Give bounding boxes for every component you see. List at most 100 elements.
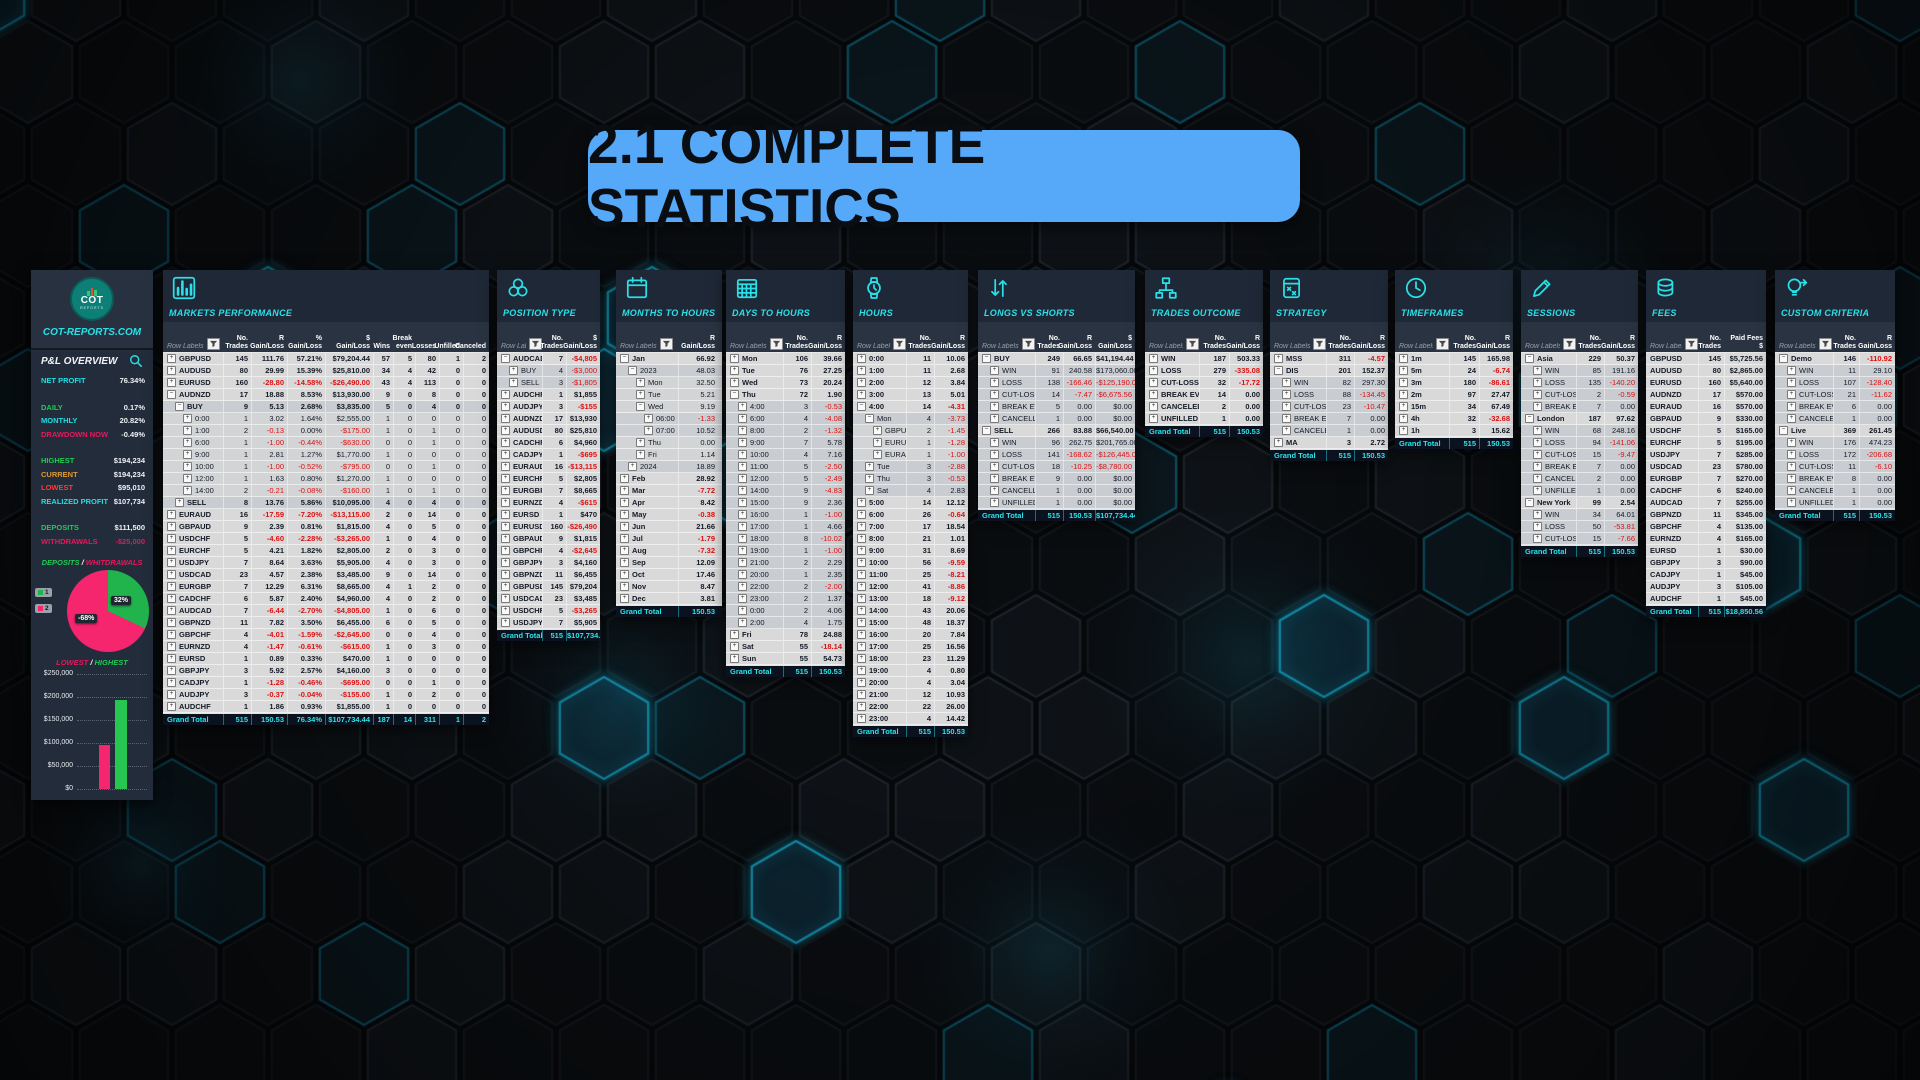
expand-toggle[interactable]: + bbox=[730, 366, 739, 375]
expand-toggle[interactable]: + bbox=[738, 606, 747, 615]
row-label[interactable]: + Tue bbox=[616, 389, 678, 400]
expand-toggle[interactable]: + bbox=[167, 534, 176, 543]
expand-toggle[interactable]: + bbox=[1282, 390, 1291, 399]
row-label[interactable]: +21:00 bbox=[853, 689, 906, 700]
row-label[interactable]: + Aug bbox=[616, 545, 678, 556]
row-label[interactable]: +07:00 bbox=[616, 425, 678, 436]
expand-toggle[interactable]: + bbox=[501, 498, 510, 507]
expand-toggle[interactable]: + bbox=[167, 690, 176, 699]
row-label[interactable]: +CUT-LOSS bbox=[1775, 461, 1833, 472]
expand-toggle[interactable]: + bbox=[738, 414, 747, 423]
expand-toggle[interactable]: + bbox=[1274, 354, 1283, 363]
expand-toggle[interactable]: + bbox=[509, 378, 518, 387]
row-label[interactable]: +0:00 bbox=[163, 413, 223, 424]
row-label[interactable]: EURUSD bbox=[1650, 377, 1682, 387]
expand-toggle[interactable]: + bbox=[501, 450, 510, 459]
row-label[interactable]: − DIS bbox=[1270, 365, 1326, 376]
expand-toggle[interactable]: + bbox=[990, 390, 999, 399]
expand-toggle[interactable]: + bbox=[1533, 486, 1542, 495]
expand-toggle[interactable]: + bbox=[1399, 402, 1408, 411]
row-label[interactable]: +15:00 bbox=[726, 497, 783, 508]
expand-toggle[interactable]: + bbox=[501, 462, 510, 471]
row-label[interactable]: + AUDJPY bbox=[497, 401, 542, 412]
row-label[interactable]: + AUDCHF bbox=[163, 701, 223, 712]
expand-toggle[interactable]: + bbox=[501, 486, 510, 495]
expand-toggle[interactable]: + bbox=[857, 582, 866, 591]
row-label[interactable]: GBPNZD bbox=[1650, 509, 1682, 519]
expand-toggle[interactable]: + bbox=[1533, 378, 1542, 387]
row-label[interactable]: USDCHF bbox=[1650, 425, 1682, 435]
row-label[interactable]: + WIN bbox=[1775, 437, 1833, 448]
row-label[interactable]: + CADJPY bbox=[497, 449, 542, 460]
row-label[interactable]: +11:00 bbox=[726, 461, 783, 472]
row-label[interactable]: − Asia bbox=[1521, 353, 1576, 364]
expand-toggle[interactable]: + bbox=[167, 666, 176, 675]
expand-toggle[interactable]: + bbox=[1533, 438, 1542, 447]
expand-toggle[interactable]: − bbox=[857, 402, 866, 411]
row-label[interactable]: + LOSS bbox=[1521, 377, 1576, 388]
expand-toggle[interactable]: + bbox=[857, 354, 866, 363]
expand-toggle[interactable]: + bbox=[167, 618, 176, 627]
row-label[interactable]: +23:00 bbox=[853, 713, 906, 724]
expand-toggle[interactable]: + bbox=[1149, 354, 1158, 363]
filter-button[interactable] bbox=[1021, 338, 1035, 350]
expand-toggle[interactable]: + bbox=[1282, 426, 1291, 435]
expand-toggle[interactable]: + bbox=[990, 414, 999, 423]
row-label[interactable]: +20:00 bbox=[853, 677, 906, 688]
expand-toggle[interactable]: + bbox=[183, 414, 192, 423]
expand-toggle[interactable]: + bbox=[1533, 450, 1542, 459]
row-label[interactable]: Grand Total bbox=[730, 666, 772, 676]
expand-toggle[interactable]: + bbox=[501, 414, 510, 423]
row-label[interactable]: +EURAUD bbox=[163, 509, 223, 520]
row-label[interactable]: + WIN bbox=[1775, 365, 1833, 376]
expand-toggle[interactable]: + bbox=[857, 534, 866, 543]
row-label[interactable]: Grand Total bbox=[857, 726, 899, 736]
filter-button[interactable] bbox=[659, 338, 673, 350]
row-label[interactable]: CADCHF bbox=[1650, 485, 1682, 495]
expand-toggle[interactable]: + bbox=[1533, 534, 1542, 543]
expand-toggle[interactable]: + bbox=[501, 546, 510, 555]
row-label[interactable]: +16:00 bbox=[853, 629, 906, 640]
expand-toggle[interactable]: + bbox=[990, 486, 999, 495]
row-label[interactable]: + Feb bbox=[616, 473, 678, 484]
row-label[interactable]: +22:00 bbox=[726, 581, 783, 592]
row-label[interactable]: + WIN bbox=[1521, 425, 1576, 436]
row-label[interactable]: +UNFILLED bbox=[1775, 497, 1833, 508]
expand-toggle[interactable]: + bbox=[857, 498, 866, 507]
expand-toggle[interactable]: − bbox=[1525, 354, 1534, 363]
row-label[interactable]: +EURUSD bbox=[497, 521, 542, 532]
row-label[interactable]: + GBPAUD bbox=[497, 533, 542, 544]
row-label[interactable]: − Thu bbox=[726, 389, 783, 400]
expand-toggle[interactable]: + bbox=[167, 630, 176, 639]
expand-toggle[interactable]: − bbox=[865, 414, 874, 423]
row-label[interactable]: + AUDUSD bbox=[497, 425, 542, 436]
row-label[interactable]: +12:00 bbox=[853, 581, 906, 592]
expand-toggle[interactable]: + bbox=[501, 570, 510, 579]
row-label[interactable]: − Mon bbox=[853, 413, 906, 424]
row-label[interactable]: −AUDCAD bbox=[497, 353, 542, 364]
expand-toggle[interactable]: + bbox=[644, 426, 653, 435]
expand-toggle[interactable]: + bbox=[857, 390, 866, 399]
expand-toggle[interactable]: + bbox=[175, 498, 184, 507]
row-label[interactable]: +3m bbox=[1395, 377, 1449, 388]
expand-toggle[interactable]: + bbox=[738, 450, 747, 459]
row-label[interactable]: +13:00 bbox=[853, 593, 906, 604]
row-label[interactable]: + WIN bbox=[1270, 377, 1326, 388]
row-label[interactable]: + GBPCHF bbox=[163, 629, 223, 640]
row-label[interactable]: +GBPUSD bbox=[163, 353, 223, 364]
expand-toggle[interactable]: + bbox=[167, 354, 176, 363]
filter-button[interactable] bbox=[769, 338, 783, 350]
row-label[interactable]: GBPCHF bbox=[1650, 521, 1682, 531]
filter-button[interactable] bbox=[529, 338, 542, 350]
row-label[interactable]: + AUDNZD bbox=[497, 413, 542, 424]
row-label[interactable]: − Demo bbox=[1775, 353, 1833, 364]
row-label[interactable]: − BUY bbox=[978, 353, 1035, 364]
expand-toggle[interactable]: + bbox=[167, 570, 176, 579]
expand-toggle[interactable]: + bbox=[183, 438, 192, 447]
row-label[interactable]: EURAUD bbox=[1650, 401, 1683, 411]
expand-toggle[interactable]: + bbox=[1787, 402, 1796, 411]
row-label[interactable]: + EURNZD bbox=[163, 641, 223, 652]
row-label[interactable]: +5:00 bbox=[853, 497, 906, 508]
expand-toggle[interactable]: + bbox=[730, 354, 739, 363]
expand-toggle[interactable]: + bbox=[1399, 426, 1408, 435]
